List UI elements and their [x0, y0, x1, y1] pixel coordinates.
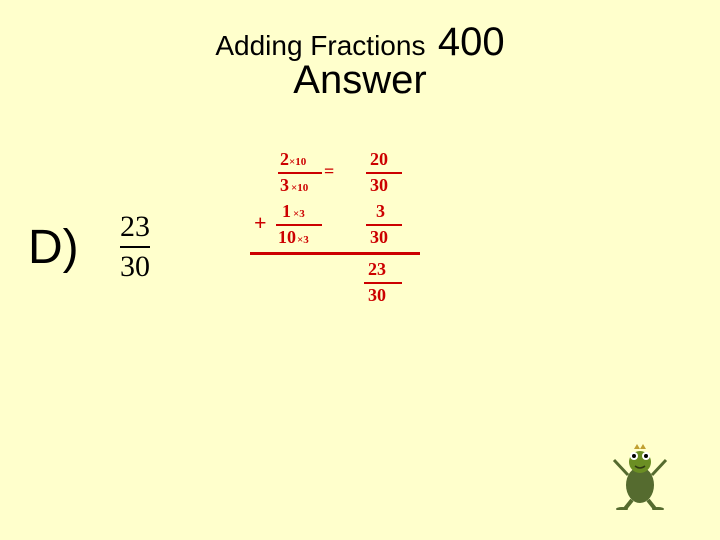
work-final-num: 23: [368, 260, 386, 278]
work-s1r-num: 20: [370, 150, 388, 168]
category-text: Adding Fractions: [215, 30, 425, 61]
work-s1-eq: =: [324, 162, 334, 180]
work-s1r-den: 30: [370, 176, 388, 194]
work-s2r-num: 3: [376, 202, 385, 220]
answer-fraction: 23 30: [120, 210, 150, 284]
work-shown: 2×10 3×10 = 20 30 + 1×3 10×3 3 30 23 30: [250, 150, 530, 350]
fraction-bar: [120, 246, 150, 248]
work-s1-bar: [278, 172, 322, 174]
work-s1r-bar: [366, 172, 402, 174]
work-final-den: 30: [368, 286, 386, 304]
subtitle-text: Answer: [0, 58, 720, 103]
work-final-bar: [364, 282, 402, 284]
work-s1-num: 2×10: [280, 150, 306, 168]
work-sum-line: [250, 252, 420, 255]
work-s2-num: 1×3: [282, 202, 305, 220]
work-plus: +: [254, 212, 267, 234]
work-s2-bar: [276, 224, 322, 226]
frog-icon: [610, 440, 670, 510]
option-label: D): [28, 220, 79, 275]
work-s2r-den: 30: [370, 228, 388, 246]
work-s1-den: 3×10: [280, 176, 308, 194]
work-s2r-bar: [366, 224, 402, 226]
answer-denominator: 30: [120, 250, 150, 284]
work-s2-den: 10×3: [278, 228, 309, 246]
answer-numerator: 23: [120, 210, 150, 244]
